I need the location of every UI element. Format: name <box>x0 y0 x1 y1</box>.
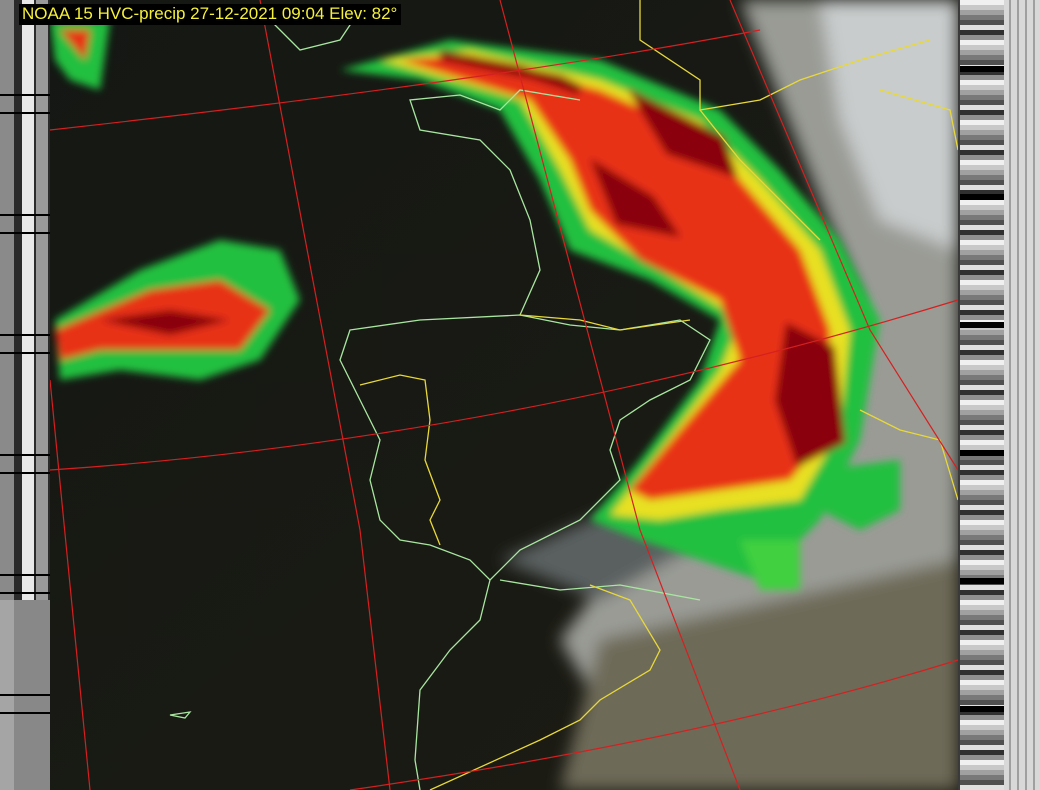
precipitation-areas <box>50 20 900 590</box>
telemetry-strip-right <box>958 0 1040 790</box>
coastlines <box>169 9 711 790</box>
telemetry-strip-left <box>0 0 50 790</box>
lat-lon-grid <box>49 0 959 790</box>
image-caption: NOAA 15 HVC-precip 27-12-2021 09:04 Elev… <box>19 4 402 25</box>
country-borders <box>359 0 959 790</box>
